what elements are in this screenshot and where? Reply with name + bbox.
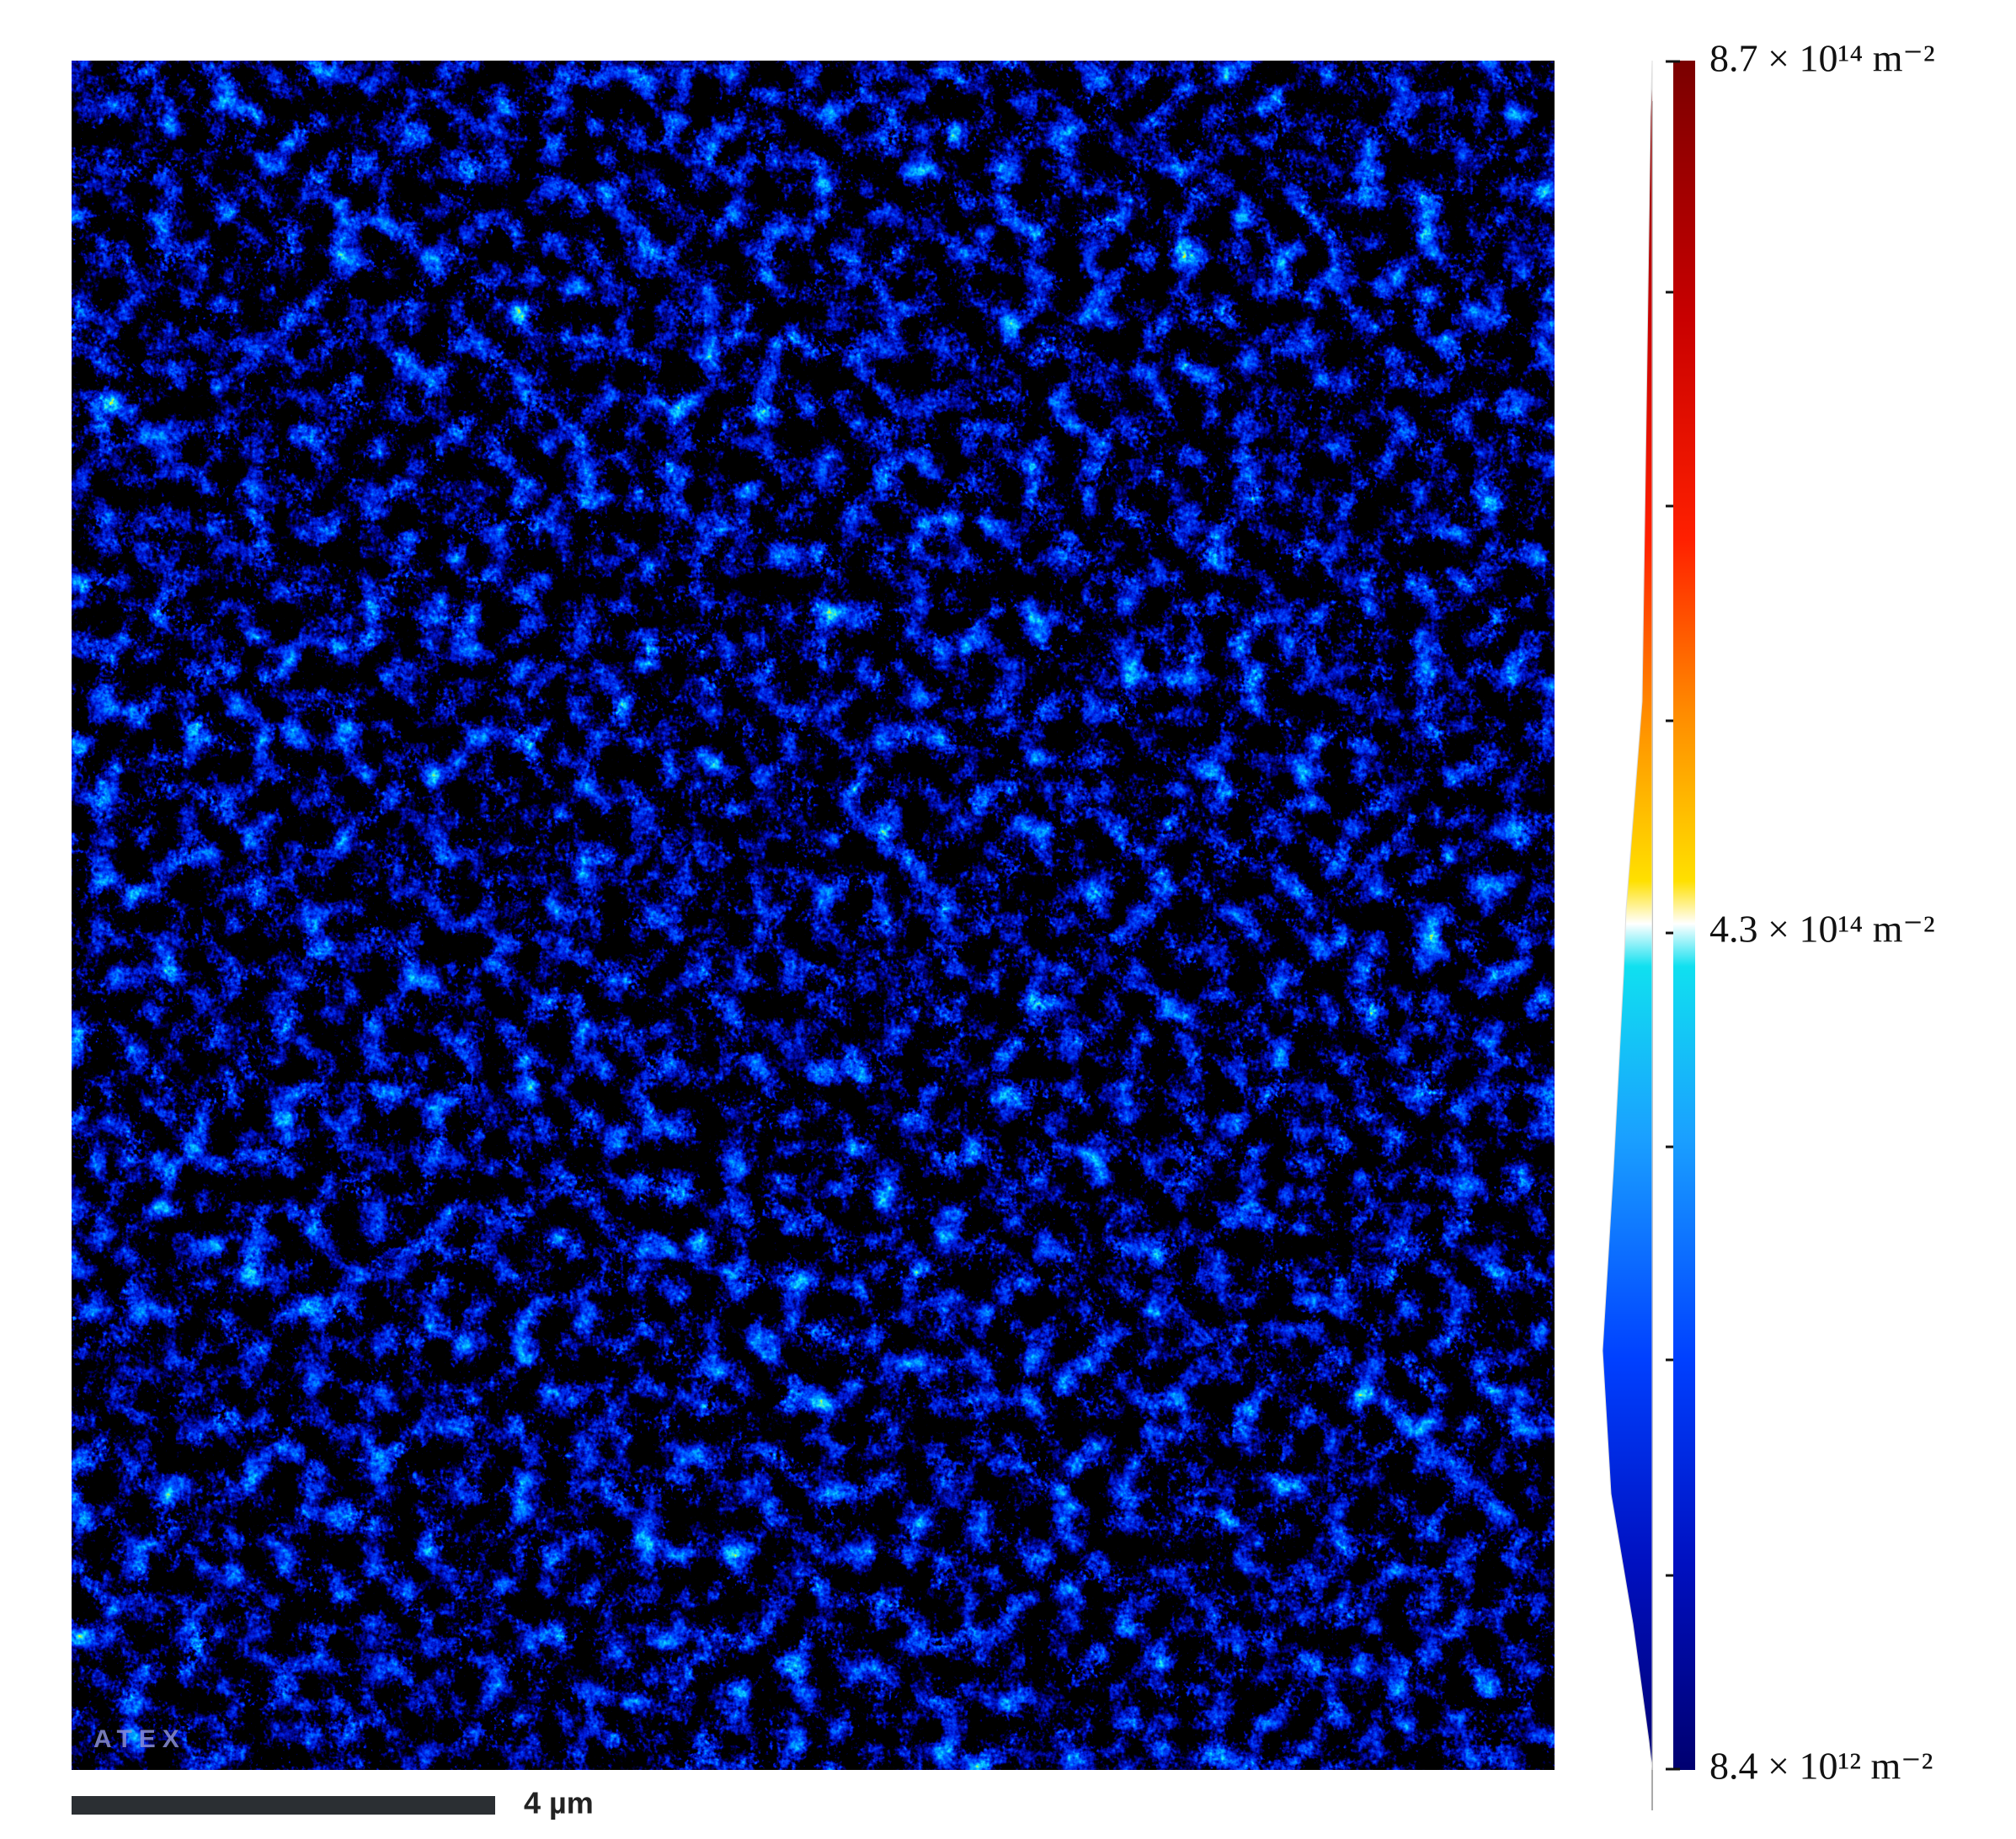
watermark: ATEX [93,1725,186,1753]
colorbar [1673,61,1695,1770]
colorbar-ticks [1666,60,1680,1771]
dislocation-density-map [72,61,1555,1770]
colorbar-mid-label: 4.3 × 10¹⁴ m⁻² [1709,908,1935,951]
colorbar-max-label: 8.7 × 10¹⁴ m⁻² [1709,37,1935,80]
colorbar-min-label: 8.4 × 10¹² m⁻² [1709,1745,1933,1788]
scale-bar [72,1796,495,1815]
histogram [1602,60,1653,1771]
scale-bar-label: 4 µm [524,1786,594,1820]
